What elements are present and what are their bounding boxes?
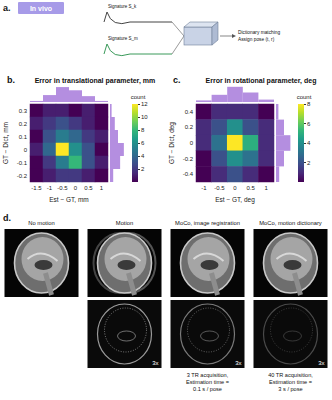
svg-text:Estimation time =: Estimation time = (269, 379, 312, 385)
svg-text:Estimation time =: Estimation time = (186, 379, 229, 385)
svg-text:4: 4 (307, 140, 311, 146)
svg-text:-1.5: -1.5 (31, 185, 42, 191)
svg-text:8: 8 (307, 101, 311, 107)
svg-text:-0.2: -0.2 (17, 173, 28, 179)
svg-text:-0.1: -0.1 (17, 160, 28, 166)
svg-text:GT − Dict, mm: GT − Dict, mm (2, 122, 9, 164)
svg-text:Error in translational paramet: Error in translational parameter, mm (35, 77, 156, 85)
svg-text:0: 0 (233, 185, 237, 191)
svg-text:4: 4 (141, 153, 145, 159)
svg-text:Signature S_m: Signature S_m (108, 36, 138, 41)
svg-text:0.1 s / pose: 0.1 s / pose (193, 386, 222, 392)
svg-text:0.4: 0.4 (185, 109, 194, 115)
svg-text:1: 1 (100, 185, 104, 191)
svg-text:0.5: 0.5 (246, 185, 255, 191)
svg-text:0: 0 (190, 140, 194, 146)
svg-text:0: 0 (74, 185, 78, 191)
svg-text:1: 1 (265, 185, 269, 191)
svg-text:0.5: 0.5 (84, 185, 93, 191)
svg-text:Est − GT, mm: Est − GT, mm (49, 196, 89, 203)
svg-text:3x: 3x (152, 360, 158, 366)
svg-text:Assign pose (t, r): Assign pose (t, r) (238, 37, 275, 42)
svg-text:-1: -1 (47, 185, 53, 191)
svg-text:3x: 3x (318, 360, 324, 366)
svg-text:No motion: No motion (28, 220, 54, 226)
svg-text:Motion: Motion (116, 220, 133, 226)
svg-text:0: 0 (24, 147, 28, 153)
svg-text:In vivo: In vivo (30, 5, 52, 12)
svg-text:0.2: 0.2 (19, 121, 28, 127)
svg-text:2: 2 (141, 166, 145, 172)
svg-text:b.: b. (7, 75, 15, 85)
svg-text:10: 10 (141, 114, 148, 120)
svg-text:6: 6 (307, 121, 311, 127)
svg-text:c.: c. (173, 75, 181, 85)
svg-text:3x: 3x (235, 360, 241, 366)
svg-text:6: 6 (141, 140, 145, 146)
svg-text:MoCo, motion dictionary: MoCo, motion dictionary (259, 220, 322, 226)
svg-text:Dictionary matching: Dictionary matching (238, 30, 280, 35)
svg-text:0.3: 0.3 (19, 108, 28, 114)
svg-text:0.2: 0.2 (185, 124, 194, 130)
svg-text:count: count (297, 94, 312, 100)
svg-text:-0.2: -0.2 (183, 156, 194, 162)
svg-text:a.: a. (3, 3, 11, 13)
svg-text:Error in rotational parameter,: Error in rotational parameter, deg (206, 77, 317, 85)
svg-text:-0.5: -0.5 (57, 185, 68, 191)
svg-text:-0.4: -0.4 (183, 171, 194, 177)
svg-text:MoCo, image registration: MoCo, image registration (175, 220, 240, 226)
svg-text:2: 2 (307, 160, 311, 166)
svg-text:40 TR acquisition,: 40 TR acquisition, (268, 372, 313, 378)
svg-text:3 s / pose: 3 s / pose (278, 386, 302, 392)
svg-text:Signature S_k: Signature S_k (108, 4, 137, 9)
svg-text:0.1: 0.1 (19, 134, 28, 140)
svg-text:Est − GT, deg: Est − GT, deg (215, 196, 255, 204)
svg-text:-0.5: -0.5 (214, 185, 225, 191)
svg-text:count: count (131, 94, 146, 100)
svg-text:-1: -1 (201, 185, 207, 191)
svg-text:d.: d. (3, 213, 11, 223)
svg-text:GT − Dict, deg: GT − Dict, deg (168, 122, 176, 164)
svg-text:12: 12 (141, 101, 148, 107)
svg-text:8: 8 (141, 127, 145, 133)
svg-text:3 TR acquisition,: 3 TR acquisition, (187, 372, 229, 378)
